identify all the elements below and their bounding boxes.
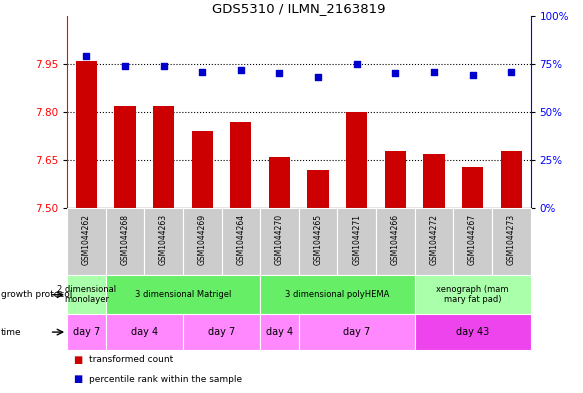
- Title: GDS5310 / ILMN_2163819: GDS5310 / ILMN_2163819: [212, 2, 385, 15]
- Bar: [67, 314, 106, 350]
- Point: [429, 68, 438, 75]
- Text: percentile rank within the sample: percentile rank within the sample: [89, 375, 243, 384]
- Bar: [501, 151, 522, 208]
- Text: GSM1044265: GSM1044265: [314, 214, 322, 265]
- Bar: [230, 122, 251, 208]
- Text: GSM1044271: GSM1044271: [352, 214, 361, 264]
- Bar: [298, 208, 338, 275]
- Text: GSM1044269: GSM1044269: [198, 214, 207, 265]
- Text: GSM1044263: GSM1044263: [159, 214, 168, 265]
- Bar: [260, 208, 298, 275]
- Bar: [67, 208, 106, 275]
- Text: transformed count: transformed count: [89, 355, 174, 364]
- Bar: [192, 131, 213, 208]
- Bar: [153, 106, 174, 208]
- Text: xenograph (mam
mary fat pad): xenograph (mam mary fat pad): [436, 285, 509, 305]
- Bar: [415, 208, 453, 275]
- Text: growth protocol: growth protocol: [1, 290, 72, 299]
- Bar: [260, 314, 298, 350]
- Text: 3 dimensional Matrigel: 3 dimensional Matrigel: [135, 290, 231, 299]
- Text: ■: ■: [73, 354, 82, 365]
- Text: GSM1044270: GSM1044270: [275, 214, 284, 265]
- Bar: [76, 61, 97, 208]
- Text: day 4: day 4: [131, 327, 158, 337]
- Point: [198, 68, 207, 75]
- Bar: [298, 314, 415, 350]
- Bar: [260, 275, 415, 314]
- Bar: [346, 112, 367, 208]
- Point: [391, 70, 400, 77]
- Text: GSM1044272: GSM1044272: [430, 214, 438, 264]
- Bar: [114, 106, 136, 208]
- Text: 2 dimensional
monolayer: 2 dimensional monolayer: [57, 285, 116, 305]
- Bar: [423, 154, 445, 208]
- Text: 3 dimensional polyHEMA: 3 dimensional polyHEMA: [285, 290, 389, 299]
- Text: GSM1044262: GSM1044262: [82, 214, 91, 264]
- Text: GSM1044273: GSM1044273: [507, 214, 516, 265]
- Bar: [106, 314, 183, 350]
- Bar: [222, 208, 260, 275]
- Point: [236, 66, 245, 73]
- Point: [275, 70, 284, 77]
- Text: GSM1044264: GSM1044264: [236, 214, 245, 265]
- Point: [314, 74, 323, 81]
- Bar: [106, 275, 260, 314]
- Point: [352, 61, 361, 67]
- Bar: [385, 151, 406, 208]
- Bar: [492, 208, 531, 275]
- Point: [82, 53, 91, 59]
- Text: GSM1044268: GSM1044268: [121, 214, 129, 264]
- Text: day 4: day 4: [266, 327, 293, 337]
- Text: day 43: day 43: [456, 327, 489, 337]
- Bar: [462, 167, 483, 208]
- Text: day 7: day 7: [73, 327, 100, 337]
- Text: time: time: [1, 328, 22, 336]
- Point: [120, 62, 129, 69]
- Bar: [106, 208, 144, 275]
- Bar: [307, 170, 329, 208]
- Point: [468, 72, 477, 79]
- Bar: [338, 208, 376, 275]
- Bar: [183, 208, 222, 275]
- Bar: [454, 208, 492, 275]
- Bar: [415, 275, 531, 314]
- Text: GSM1044266: GSM1044266: [391, 214, 400, 265]
- Point: [159, 62, 168, 69]
- Text: day 7: day 7: [208, 327, 235, 337]
- Bar: [376, 208, 415, 275]
- Bar: [183, 314, 260, 350]
- Bar: [415, 314, 531, 350]
- Point: [507, 68, 516, 75]
- Text: ■: ■: [73, 374, 82, 384]
- Text: GSM1044267: GSM1044267: [468, 214, 477, 265]
- Bar: [67, 275, 106, 314]
- Bar: [144, 208, 183, 275]
- Text: day 7: day 7: [343, 327, 370, 337]
- Bar: [269, 157, 290, 208]
